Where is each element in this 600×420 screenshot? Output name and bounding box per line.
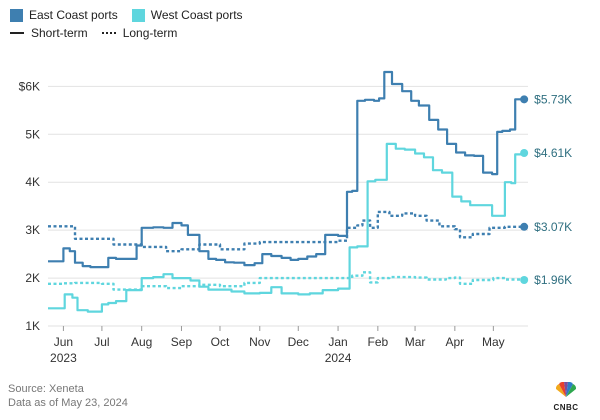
- x-tick-label: Dec: [288, 335, 309, 349]
- series-line-west-short-term: [48, 142, 526, 313]
- x-tick-year-label: 2023: [50, 351, 77, 365]
- cnbc-logo: CNBC: [546, 381, 586, 412]
- series-end-point: [520, 275, 529, 284]
- legend-item-west: West Coast ports: [131, 8, 243, 22]
- legend-style-row: Short-term Long-term: [10, 24, 257, 42]
- series-end-point: [520, 222, 529, 231]
- legend-item-long-term: Long-term: [101, 26, 178, 40]
- y-tick-label: 2K: [25, 271, 40, 285]
- x-tick-label: Sep: [171, 335, 193, 349]
- x-tick-label: Oct: [211, 335, 230, 349]
- x-tick-label: May: [482, 335, 505, 349]
- footer: Source: Xeneta Data as of May 23, 2024: [8, 382, 128, 410]
- series-end-point: [520, 148, 529, 157]
- x-tick-label: Jan: [328, 335, 347, 349]
- x-tick-label: Jun: [54, 335, 73, 349]
- legend-label-west: West Coast ports: [150, 8, 243, 22]
- x-tick-label: Apr: [446, 335, 465, 349]
- legend: East Coast ports West Coast ports Short-…: [10, 6, 257, 42]
- legend-swatch-east: [10, 8, 23, 22]
- x-tick-label: Jul: [94, 335, 109, 349]
- series-line-east-short-term: [48, 70, 525, 269]
- logo-text: CNBC: [553, 403, 579, 412]
- dotted-line-icon: [101, 32, 116, 34]
- source-note: Source: Xeneta: [8, 383, 84, 395]
- x-tick-year-label: 2024: [325, 351, 352, 365]
- series-end-label: $3.07K: [534, 220, 572, 234]
- series-line-east-long-term: [48, 210, 525, 253]
- series-end-label: $1.96K: [534, 273, 572, 287]
- peacock-icon: [555, 381, 577, 397]
- legend-label-long-term: Long-term: [122, 26, 178, 40]
- x-tick-label: Mar: [405, 335, 426, 349]
- x-tick-label: Nov: [249, 335, 270, 349]
- x-tick-label: Feb: [367, 335, 388, 349]
- series-end-label: $4.61K: [534, 146, 572, 160]
- series-end-label: $5.73K: [534, 92, 572, 106]
- solid-line-icon: [10, 32, 24, 34]
- legend-item-east: East Coast ports: [10, 8, 118, 22]
- y-tick-label: 5K: [25, 127, 40, 141]
- series-end-point: [520, 95, 529, 104]
- series-line-west-long-term: [48, 271, 526, 291]
- legend-label-east: East Coast ports: [29, 8, 118, 22]
- y-tick-label: 3K: [25, 223, 40, 237]
- y-tick-label: 4K: [25, 175, 40, 189]
- as-of-note: Data as of May 23, 2024: [8, 397, 128, 409]
- y-tick-label: $6K: [19, 79, 40, 93]
- legend-label-short-term: Short-term: [31, 26, 88, 40]
- legend-swatch-west: [131, 8, 145, 22]
- legend-region-row: East Coast ports West Coast ports: [10, 6, 257, 24]
- y-tick-label: 1K: [25, 319, 40, 333]
- legend-item-short-term: Short-term: [10, 26, 88, 40]
- x-tick-label: Aug: [131, 335, 152, 349]
